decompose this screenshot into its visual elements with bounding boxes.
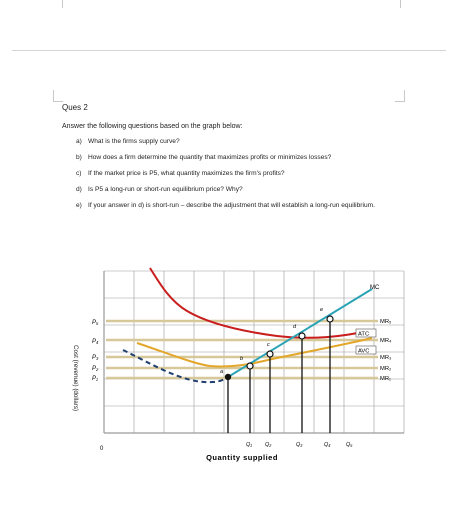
point-d-marker	[298, 332, 306, 340]
price-label-p5: P₅	[92, 320, 99, 326]
x-axis-label: Quantity supplied	[206, 453, 278, 462]
mr4-label: MR₄	[380, 338, 392, 344]
q1-label: Q₁	[246, 442, 252, 448]
mc-label: MC	[370, 285, 380, 291]
point-label-b: b	[240, 356, 243, 362]
question-intro: Answer the following questions based on …	[62, 123, 243, 130]
question-label: d)	[76, 186, 82, 193]
chart-svg: Cost (revenue) (dollars) P₅ P₄ P₃ P₂ P₁ …	[72, 267, 405, 462]
corner-mark-top-left	[62, 0, 63, 8]
question-item: c) If the market price is P5, what quanti…	[76, 170, 406, 179]
avc-label: AVC	[358, 349, 370, 355]
point-label-a: a	[220, 369, 223, 375]
price-label-p3: P₃	[92, 355, 99, 361]
price-label-p1: P₁	[92, 376, 98, 382]
question-text: What is the firms supply curve?	[88, 138, 180, 145]
atc-label-box	[355, 328, 377, 338]
question-label: c)	[76, 170, 82, 177]
question-label: a)	[76, 138, 82, 145]
mr1-label: MR₁	[380, 376, 391, 382]
atc-curve	[149, 267, 373, 339]
supply-dashed-curve	[122, 349, 229, 384]
atc-label: ATC	[358, 332, 369, 338]
mc-curve	[227, 288, 373, 378]
page-divider	[12, 50, 446, 51]
point-label-c: c	[267, 342, 270, 348]
y-axis-label: Cost (revenue) (dollars)	[72, 345, 79, 411]
q5-label: Q₅	[346, 442, 353, 448]
corner-mark-top-right	[400, 0, 401, 8]
corner-mark-right-v	[404, 90, 405, 102]
question-text: If the market price is P5, what quantity…	[88, 170, 285, 177]
question-title: Ques 2	[62, 103, 88, 112]
question-item: b) How does a firm determine the quantity…	[76, 154, 406, 163]
avc-label-box	[355, 345, 377, 355]
corner-mark-left-h	[53, 101, 63, 102]
question-item: a) What is the firms supply curve?	[76, 138, 406, 147]
question-text: If your answer in d) is short-run – desc…	[88, 202, 375, 209]
q3-label: Q₃	[296, 442, 303, 448]
origin-label: 0	[100, 446, 104, 452]
q2-label: Q₂	[265, 442, 272, 448]
mr2-label: MR₂	[380, 366, 391, 372]
point-e-marker	[326, 315, 334, 323]
question-text: How does a firm determine the quantity t…	[88, 154, 332, 161]
question-list: a) What is the firms supply curve? b) How …	[76, 138, 406, 218]
point-b-marker	[246, 362, 254, 370]
mr5-label: MR₅	[380, 319, 392, 325]
question-item: d) Is P5 a long-run or short-run equilibr…	[76, 186, 406, 195]
point-label-e: e	[320, 307, 323, 313]
question-label: e)	[76, 202, 82, 209]
price-label-p2: P₂	[92, 366, 99, 372]
point-c-marker	[266, 350, 274, 358]
question-item: e) If your answer in d) is short-run – de…	[76, 202, 406, 211]
point-label-d: d	[293, 324, 297, 330]
question-text: Is P5 a long-run or short-run equilibriu…	[88, 186, 243, 193]
corner-mark-left-v	[53, 90, 54, 102]
mr3-label: MR₃	[380, 355, 392, 361]
question-label: b)	[76, 154, 82, 161]
point-a-marker	[224, 373, 232, 381]
cost-curves-chart: Cost (revenue) (dollars) P₅ P₄ P₃ P₂ P₁ …	[62, 256, 422, 466]
q4-label: Q₄	[324, 442, 330, 448]
price-label-p4: P₄	[92, 339, 99, 345]
corner-mark-right-h	[395, 101, 405, 102]
